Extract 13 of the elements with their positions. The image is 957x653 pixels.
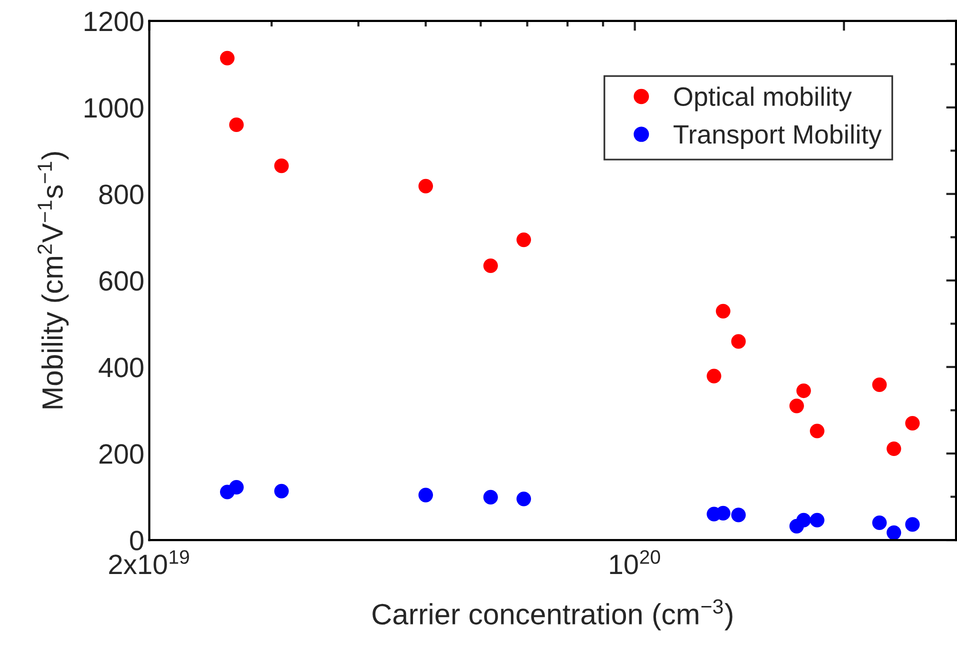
legend-label: Transport Mobility <box>674 124 882 149</box>
x-tick-label: 2x10$^{19}$ <box>109 550 189 574</box>
x-tick-label: 10$^{20}$ <box>610 550 660 574</box>
y-tick-label: 400 <box>98 358 144 378</box>
legend-label: Optical mobility <box>674 86 852 112</box>
y-tick-label: 0 <box>130 530 144 550</box>
y-tick-label: 800 <box>99 184 144 204</box>
x-axis-title: Carrier concentration (cm$^{−3}$) <box>372 599 732 630</box>
y-tick-label: 1000 <box>84 98 144 118</box>
y-axis-title: Mobility (cm$^{2}$V$^{−1}$s$^{−1}$) <box>38 152 69 408</box>
y-tick-label: 200 <box>99 444 144 464</box>
y-tick-label: 1200 <box>84 12 144 32</box>
y-tick-label: 600 <box>100 271 144 291</box>
